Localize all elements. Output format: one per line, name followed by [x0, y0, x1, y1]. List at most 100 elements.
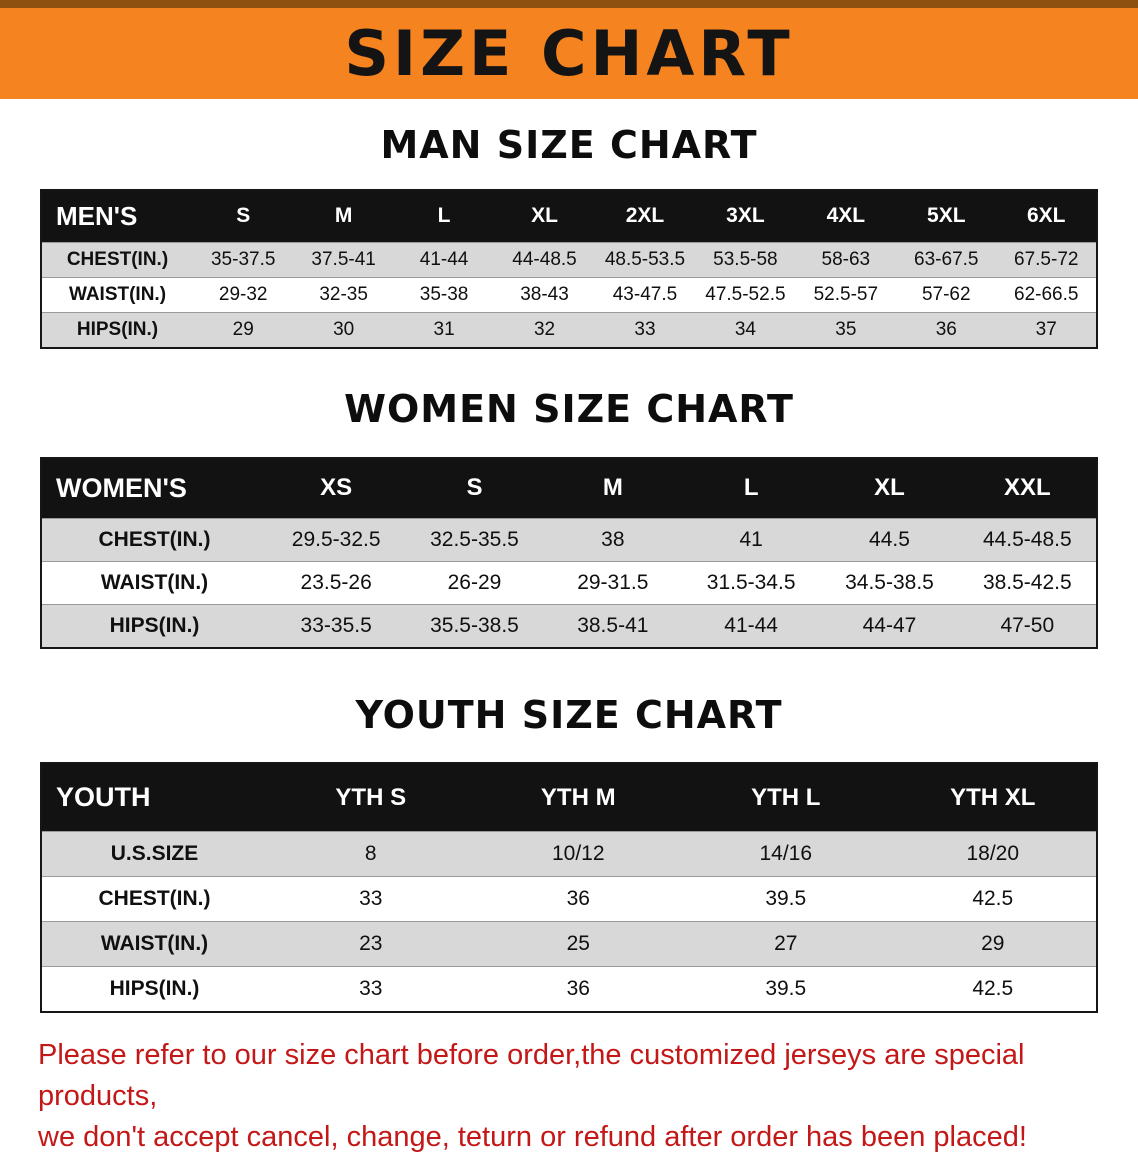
- measure-value-cell: 8: [364, 842, 377, 866]
- measure-value-cell: 44.5: [869, 527, 910, 551]
- measurement-row: WAIST(IN.) 23 25 27 29: [41, 921, 1097, 967]
- measurement-row: CHEST(IN.) 35-37.5 37.5-41 41-44 44-48.5 48.5…: [41, 242, 1097, 278]
- measure-value-cell: 23: [359, 932, 383, 956]
- disclaimer: Please refer to our size chart before or…: [38, 1035, 1100, 1157]
- measure-value-cell: 35: [835, 318, 857, 340]
- size-header-cell: XXL: [1003, 474, 1051, 502]
- size-header-cell: 6XL: [1026, 204, 1066, 228]
- measurement-row: HIPS(IN.) 33 36 39.5 42.5: [41, 966, 1097, 1013]
- measure-value-cell: 35.5-38.5: [430, 613, 519, 637]
- measure-value-cell: 27: [774, 932, 798, 956]
- measure-value-cell: 38-43: [520, 283, 569, 305]
- measure-value-cell: 38: [601, 527, 625, 551]
- measure-value-cell: 39.5: [765, 977, 807, 1001]
- measure-value-cell: 31.5-34.5: [706, 570, 796, 594]
- size-header-cell: 2XL: [625, 204, 665, 228]
- size-header-cell: M: [334, 204, 353, 228]
- measure-value-cell: 29.5-32.5: [291, 527, 381, 551]
- size-chart-sections: MAN SIZE CHART MEN'S S M L XL 2XL 3XL 4XL 5XL 6XL…: [0, 123, 1138, 1014]
- size-header-cell: M: [602, 474, 623, 502]
- measure-value-cell: 34: [734, 318, 756, 340]
- size-header-cell: YTH L: [751, 783, 821, 811]
- size-header-cell: XL: [531, 204, 558, 228]
- measure-value-cell: 18/20: [966, 842, 1020, 866]
- size-header-cell: YTH XL: [950, 783, 1036, 811]
- measure-value-cell: 58-63: [821, 248, 871, 270]
- youth-size-table: YOUTH YTH S YTH M YTH L YTH XL U.S.SIZE 8 10/12…: [40, 762, 1098, 1014]
- table-title-cell: YOUTH: [56, 782, 151, 813]
- measure-value-cell: 38.5-42.5: [982, 570, 1072, 594]
- measure-value-cell: 32: [533, 318, 556, 340]
- measure-value-cell: 23.5-26: [300, 570, 372, 594]
- size-header-cell: S: [236, 204, 251, 228]
- measure-label-cell: U.S.SIZE: [110, 842, 199, 866]
- measurement-row: WAIST(IN.) 29-32 32-35 35-38 38-43 43-47.5 47.…: [41, 277, 1097, 313]
- size-header-cell: XS: [320, 474, 353, 502]
- measure-label-cell: HIPS(IN.): [109, 613, 200, 637]
- measure-value-cell: 42.5: [972, 977, 1014, 1001]
- women-size-section: WOMEN SIZE CHART WOMEN'S XS S M L XL XXL CHEST(…: [0, 386, 1138, 649]
- women-size-table: WOMEN'S XS S M L XL XXL CHEST(IN.) 29.5-32.5 32.5…: [40, 456, 1098, 649]
- disclaimer-line-2: we don't accept cancel, change, teturn o…: [38, 1120, 1027, 1153]
- measure-value-cell: 41-44: [419, 248, 469, 270]
- measure-label-cell: CHEST(IN.): [98, 887, 211, 911]
- men-size-table: MEN'S S M L XL 2XL 3XL 4XL 5XL 6XL CHEST(IN.) 35-37…: [40, 188, 1098, 349]
- measurement-row: HIPS(IN.) 33-35.5 35.5-38.5 38.5-41 41-44 44-…: [41, 604, 1097, 648]
- measure-label-cell: HIPS(IN.): [76, 318, 159, 340]
- measure-value-cell: 33: [634, 318, 656, 340]
- banner: SIZE CHART: [0, 0, 1138, 99]
- measure-value-cell: 29-31.5: [577, 570, 649, 594]
- header-row: MEN'S S M L XL 2XL 3XL 4XL 5XL 6XL: [41, 189, 1097, 243]
- measure-label-cell: WAIST(IN.): [100, 570, 209, 594]
- men-section-heading: MAN SIZE CHART: [380, 123, 758, 167]
- measure-value-cell: 32-35: [319, 283, 368, 305]
- measure-value-cell: 62-66.5: [1014, 283, 1079, 305]
- measure-value-cell: 30: [333, 318, 355, 340]
- measure-label-cell: HIPS(IN.): [109, 977, 200, 1001]
- measure-value-cell: 35-38: [419, 283, 469, 305]
- measure-value-cell: 48.5-53.5: [604, 248, 686, 270]
- measure-value-cell: 33-35.5: [300, 613, 372, 637]
- youth-size-section: YOUTH SIZE CHART YOUTH YTH S YTH M YTH L YTH…: [0, 694, 1138, 1014]
- measure-value-cell: 41-44: [724, 613, 778, 637]
- measure-value-cell: 44.5-48.5: [982, 527, 1072, 551]
- measurement-row: WAIST(IN.) 23.5-26 26-29 29-31.5 31.5-34.5 34…: [41, 561, 1097, 605]
- size-header-cell: 5XL: [927, 204, 966, 228]
- measure-value-cell: 33: [359, 887, 383, 911]
- measure-value-cell: 47-50: [1000, 613, 1055, 637]
- measure-label-cell: CHEST(IN.): [98, 527, 211, 551]
- measure-value-cell: 39.5: [765, 887, 807, 911]
- table-title-cell: WOMEN'S: [56, 472, 187, 503]
- measure-label-cell: CHEST(IN.): [66, 248, 169, 270]
- measure-value-cell: 43-47.5: [612, 283, 678, 305]
- measure-value-cell: 52.5-57: [813, 283, 879, 305]
- measure-label-cell: WAIST(IN.): [68, 283, 167, 305]
- size-header-cell: 3XL: [726, 204, 765, 228]
- measure-value-cell: 26-29: [447, 570, 502, 594]
- measurement-row: HIPS(IN.) 29 30 31 32 33 34 35 36 37: [41, 312, 1097, 348]
- measure-value-cell: 67.5-72: [1014, 248, 1079, 270]
- measure-value-cell: 35-37.5: [210, 248, 276, 270]
- measure-label-cell: WAIST(IN.): [100, 932, 209, 956]
- size-header-cell: YTH M: [540, 783, 616, 811]
- size-header-cell: YTH S: [335, 783, 407, 811]
- measurement-row: CHEST(IN.) 29.5-32.5 32.5-35.5 38 41 44.5 44.5…: [41, 518, 1097, 562]
- measure-value-cell: 41: [739, 527, 763, 551]
- measure-value-cell: 47.5-52.5: [705, 283, 786, 305]
- measure-value-cell: 44-48.5: [512, 248, 577, 270]
- measure-value-cell: 10/12: [551, 842, 605, 866]
- measurement-row: CHEST(IN.) 33 36 39.5 42.5: [41, 876, 1097, 922]
- header-row: YOUTH YTH S YTH M YTH L YTH XL: [41, 763, 1097, 832]
- measure-value-cell: 31: [433, 318, 455, 340]
- measure-value-cell: 34.5-38.5: [845, 570, 934, 594]
- page-title: SIZE CHART: [344, 16, 794, 90]
- measure-value-cell: 36: [566, 977, 590, 1001]
- measure-value-cell: 57-62: [921, 283, 971, 305]
- disclaimer-line-1: Please refer to our size chart before or…: [38, 1039, 1025, 1112]
- men-size-section: MAN SIZE CHART MEN'S S M L XL 2XL 3XL 4XL 5XL 6XL…: [0, 123, 1138, 349]
- measure-value-cell: 29: [232, 318, 254, 340]
- measure-value-cell: 14/16: [759, 842, 813, 866]
- measure-value-cell: 38.5-41: [577, 613, 649, 637]
- women-section-heading: WOMEN SIZE CHART: [344, 386, 794, 431]
